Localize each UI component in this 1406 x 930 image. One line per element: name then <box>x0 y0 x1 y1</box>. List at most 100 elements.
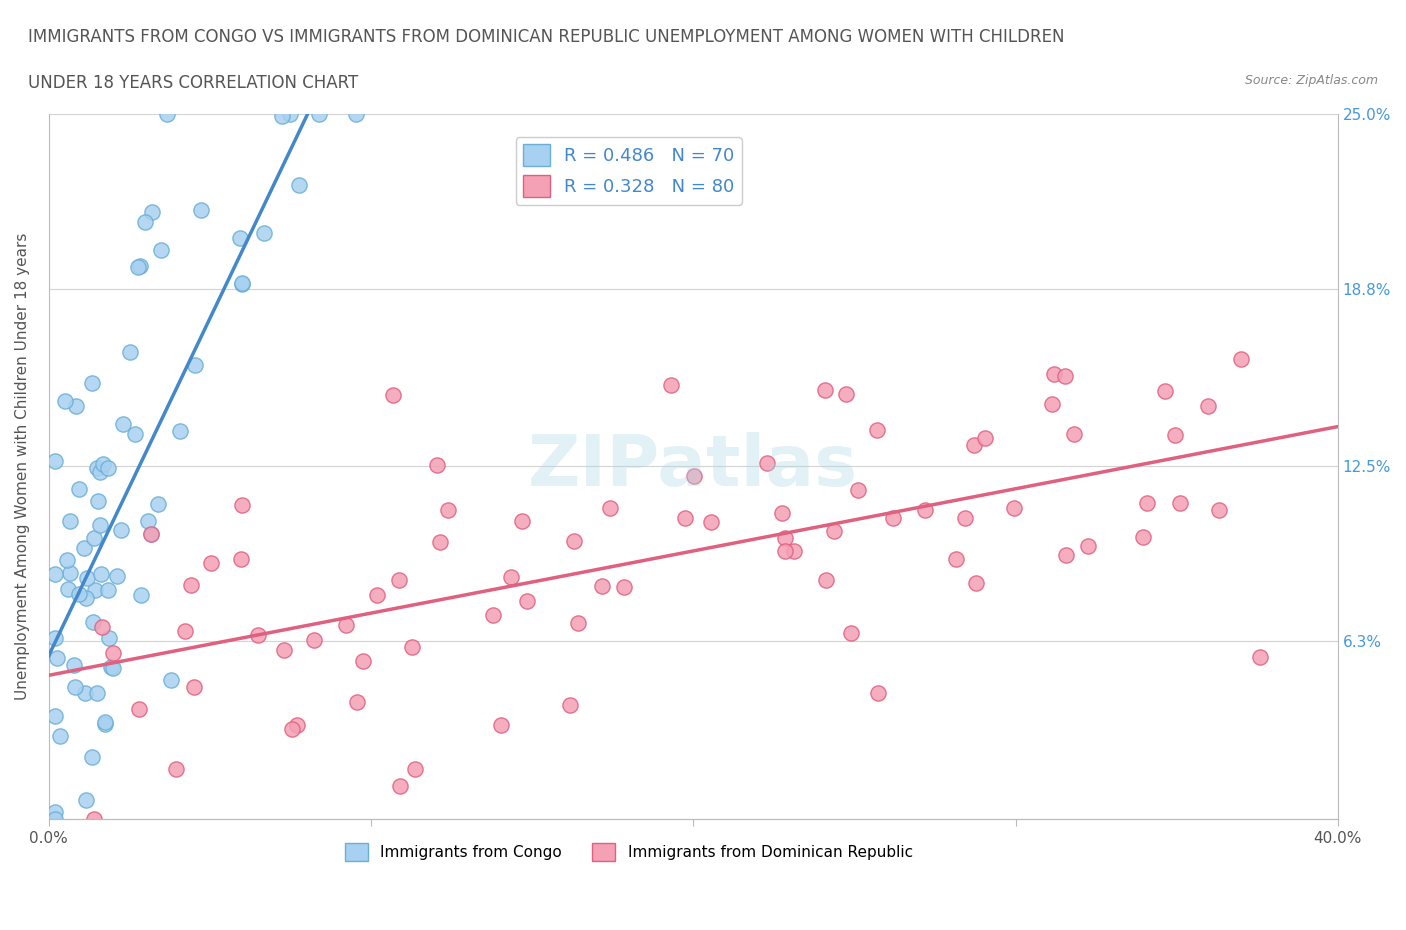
Point <box>83 530 105 545</box>
Point <box>89 465 111 480</box>
Point <box>129 259 152 273</box>
Point <box>44 454 66 469</box>
Point <box>866 685 889 700</box>
Point <box>1249 650 1271 665</box>
Point <box>823 524 845 538</box>
Point <box>429 535 451 550</box>
Point <box>56 581 79 596</box>
Point <box>567 616 589 631</box>
Point <box>962 437 984 452</box>
Point <box>75 685 97 700</box>
Point <box>89 518 111 533</box>
Point <box>346 695 368 710</box>
Point <box>75 590 97 604</box>
Point <box>965 576 987 591</box>
Point <box>1164 428 1187 443</box>
Point <box>401 640 423 655</box>
Point <box>382 388 405 403</box>
Point <box>366 587 388 602</box>
Point <box>165 762 187 777</box>
Point <box>59 513 82 528</box>
Point <box>591 578 613 593</box>
Point <box>169 423 191 438</box>
Point <box>229 551 252 566</box>
Point <box>302 632 325 647</box>
Point <box>612 579 634 594</box>
Point <box>118 344 141 359</box>
Point <box>129 588 152 603</box>
Point <box>866 423 889 438</box>
Point <box>44 804 66 819</box>
Point <box>1168 496 1191 511</box>
Point <box>200 555 222 570</box>
Point <box>773 543 796 558</box>
Legend: Immigrants from Congo, Immigrants from Dominican Republic: Immigrants from Congo, Immigrants from D… <box>339 837 918 868</box>
Point <box>914 502 936 517</box>
Point <box>755 455 778 470</box>
Point <box>84 583 107 598</box>
Point <box>489 717 512 732</box>
Point <box>86 686 108 701</box>
Point <box>1054 548 1077 563</box>
Point <box>44 709 66 724</box>
Point <box>388 778 411 793</box>
Point <box>44 566 66 581</box>
Point <box>510 513 533 528</box>
Text: IMMIGRANTS FROM CONGO VS IMMIGRANTS FROM DOMINICAN REPUBLIC UNEMPLOYMENT AMONG W: IMMIGRANTS FROM CONGO VS IMMIGRANTS FROM… <box>28 28 1064 46</box>
Point <box>288 178 311 193</box>
Point <box>94 716 117 731</box>
Point <box>110 523 132 538</box>
Text: ZIPatlas: ZIPatlas <box>529 432 858 501</box>
Point <box>1230 352 1253 366</box>
Point <box>87 494 110 509</box>
Point <box>49 728 72 743</box>
Point <box>101 645 124 660</box>
Point <box>159 672 181 687</box>
Point <box>124 427 146 442</box>
Point <box>174 623 197 638</box>
Point <box>1040 397 1063 412</box>
Point <box>683 469 706 484</box>
Point <box>1077 538 1099 553</box>
Point <box>184 358 207 373</box>
Point <box>388 573 411 588</box>
Point <box>308 107 330 122</box>
Point <box>773 530 796 545</box>
Point <box>101 660 124 675</box>
Point <box>344 107 367 122</box>
Point <box>1053 368 1076 383</box>
Point <box>83 811 105 826</box>
Point <box>231 498 253 512</box>
Point <box>136 513 159 528</box>
Point <box>231 275 253 290</box>
Y-axis label: Unemployment Among Women with Children Under 18 years: Unemployment Among Women with Children U… <box>15 232 30 700</box>
Text: Source: ZipAtlas.com: Source: ZipAtlas.com <box>1244 74 1378 87</box>
Point <box>558 698 581 712</box>
Point <box>100 659 122 674</box>
Point <box>45 650 67 665</box>
Point <box>231 277 253 292</box>
Point <box>335 618 357 632</box>
Point <box>90 566 112 581</box>
Point <box>149 243 172 258</box>
Point <box>128 702 150 717</box>
Point <box>281 722 304 737</box>
Point <box>1154 383 1177 398</box>
Point <box>273 643 295 658</box>
Point <box>1136 496 1159 511</box>
Point <box>673 511 696 525</box>
Point <box>139 526 162 541</box>
Point <box>139 527 162 542</box>
Point <box>426 458 449 472</box>
Point <box>97 460 120 475</box>
Point <box>247 628 270 643</box>
Point <box>700 514 723 529</box>
Point <box>67 482 90 497</box>
Point <box>271 108 294 123</box>
Point <box>44 631 66 645</box>
Point <box>814 383 837 398</box>
Point <box>945 551 967 566</box>
Point <box>253 226 276 241</box>
Point <box>90 620 112 635</box>
Text: UNDER 18 YEARS CORRELATION CHART: UNDER 18 YEARS CORRELATION CHART <box>28 74 359 92</box>
